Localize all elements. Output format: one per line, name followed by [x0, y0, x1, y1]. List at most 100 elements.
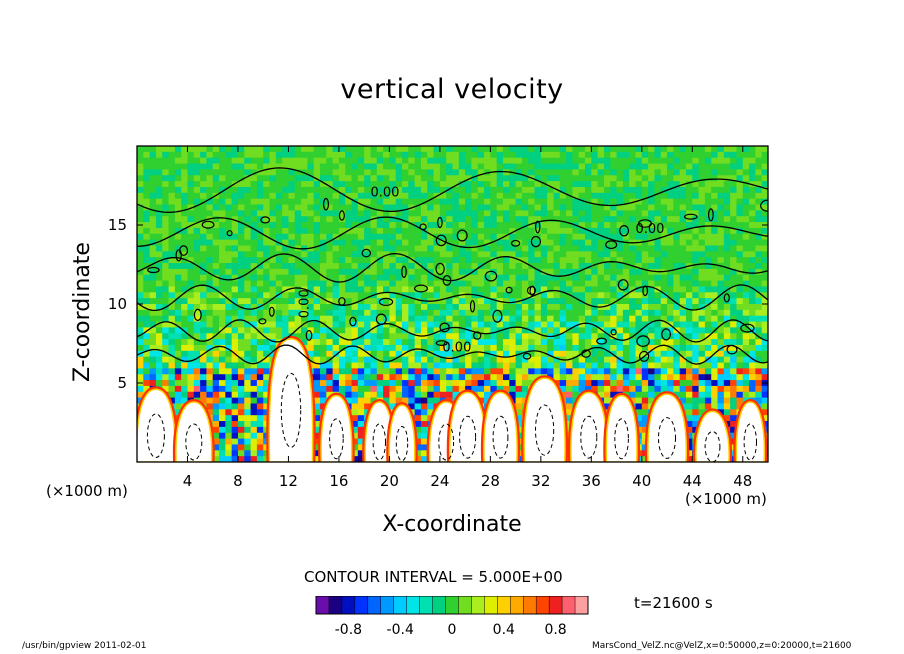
field-cell — [540, 216, 548, 223]
field-cell — [496, 257, 504, 264]
field-cell — [389, 333, 397, 340]
field-cell — [433, 151, 441, 159]
field-cell — [219, 268, 226, 276]
field-cell — [692, 350, 700, 358]
field-cell — [591, 292, 599, 299]
field-cell — [345, 397, 353, 404]
field-cell — [515, 397, 523, 404]
field-cell — [698, 157, 706, 165]
field-cell — [439, 186, 447, 194]
field-cell — [420, 175, 428, 182]
field-cell — [256, 339, 264, 346]
field-cell — [294, 146, 302, 153]
field-cell — [755, 274, 763, 282]
field-cell — [212, 298, 220, 305]
field-cell — [206, 397, 214, 404]
field-cell — [572, 163, 580, 170]
field-cell — [578, 163, 586, 170]
field-cell — [219, 385, 226, 393]
field-cell — [692, 321, 700, 328]
field-cell — [515, 374, 523, 381]
field-cell — [736, 356, 744, 364]
field-cell — [597, 146, 605, 153]
field-cell — [181, 286, 188, 293]
field-cell — [275, 321, 283, 328]
field-cell — [458, 151, 466, 159]
field-cell — [364, 292, 371, 299]
field-cell — [446, 257, 453, 264]
field-cell — [685, 409, 693, 416]
field-cell — [685, 344, 693, 352]
field-cell — [155, 227, 163, 235]
field-cell — [711, 186, 719, 194]
field-cell — [193, 151, 201, 159]
field-cell — [389, 286, 397, 293]
field-cell — [168, 397, 176, 404]
field-cell — [736, 146, 744, 153]
field-cell — [408, 397, 416, 404]
field-cell — [585, 222, 592, 229]
field-cell — [761, 327, 768, 334]
field-cell — [408, 403, 416, 410]
field-cell — [660, 321, 668, 328]
field-cell — [698, 239, 706, 246]
field-cell — [212, 409, 220, 416]
field-cell — [225, 274, 233, 282]
field-cell — [471, 192, 479, 200]
field-cell — [471, 368, 479, 375]
field-cell — [433, 157, 441, 165]
field-cell — [244, 233, 252, 241]
field-cell — [427, 210, 435, 217]
field-cell — [540, 222, 548, 229]
field-cell — [357, 415, 365, 422]
field-cell — [408, 327, 416, 334]
field-cell — [250, 198, 258, 206]
field-cell — [427, 333, 435, 340]
field-cell — [704, 157, 712, 165]
field-cell — [723, 327, 731, 334]
field-cell — [162, 292, 170, 299]
field-cell — [717, 245, 725, 252]
field-cell — [685, 157, 693, 165]
field-cell — [307, 227, 315, 235]
field-cell — [269, 321, 277, 328]
field-cell — [338, 186, 346, 194]
field-cell — [622, 210, 630, 217]
field-cell — [635, 245, 643, 252]
field-cell — [376, 186, 384, 194]
field-cell — [282, 268, 289, 276]
field-cell — [597, 210, 605, 217]
field-cell — [660, 239, 668, 246]
field-cell — [534, 169, 542, 176]
field-cell — [420, 350, 428, 358]
field-cell — [622, 222, 630, 229]
field-cell — [237, 391, 245, 399]
field-cell — [168, 304, 176, 311]
field-cell — [206, 385, 214, 393]
field-cell — [723, 380, 731, 387]
field-cell — [641, 315, 649, 323]
field-cell — [319, 251, 327, 258]
field-cell — [572, 186, 580, 194]
field-cell — [288, 198, 296, 206]
field-cell — [225, 362, 233, 369]
field-cell — [301, 315, 308, 323]
field-cell — [502, 233, 510, 241]
field-cell — [307, 210, 315, 217]
field-cell — [326, 146, 334, 153]
field-cell — [446, 391, 453, 399]
field-cell — [345, 198, 353, 206]
field-cell — [162, 321, 170, 328]
field-cell — [307, 222, 315, 229]
field-cell — [408, 298, 416, 305]
field-cell — [263, 181, 271, 188]
field-cell — [319, 245, 327, 252]
field-cell — [319, 298, 327, 305]
field-cell — [736, 298, 744, 305]
field-cell — [256, 362, 264, 369]
field-cell — [635, 181, 643, 188]
field-cell — [383, 274, 390, 282]
field-cell — [256, 146, 264, 153]
field-cell — [673, 292, 681, 299]
field-cell — [414, 309, 422, 317]
